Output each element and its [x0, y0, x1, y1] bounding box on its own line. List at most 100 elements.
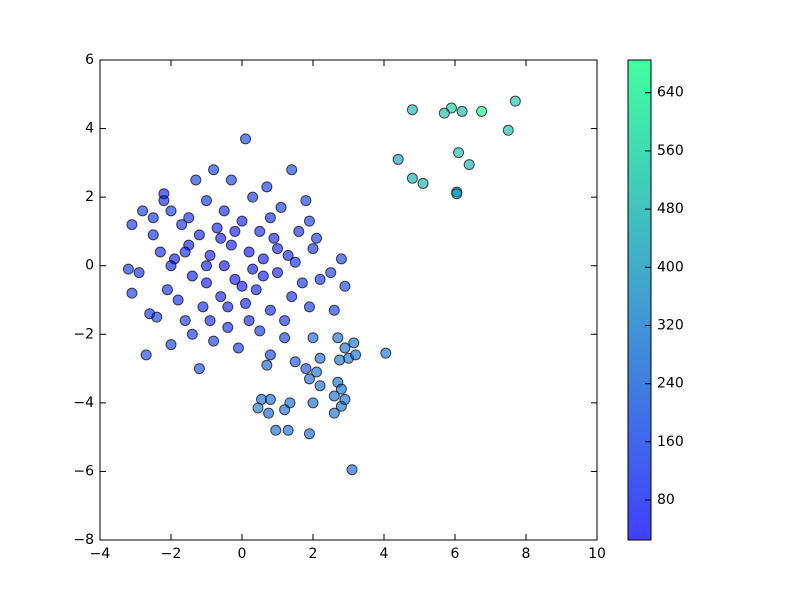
point [311, 366, 323, 378]
x-tick-label: 2 [309, 546, 318, 562]
point [282, 424, 294, 436]
point [172, 294, 184, 306]
points [122, 95, 521, 476]
point [204, 315, 216, 327]
point [215, 232, 227, 244]
y-tick-label: −4 [73, 395, 94, 411]
point [328, 304, 340, 316]
point [179, 246, 191, 258]
point [264, 304, 276, 316]
point [158, 195, 170, 207]
point [289, 256, 301, 268]
point [339, 342, 351, 354]
point [229, 225, 241, 237]
point [140, 349, 152, 361]
point [406, 104, 418, 116]
point [314, 273, 326, 285]
point [263, 407, 275, 419]
point [328, 390, 340, 402]
point [257, 270, 269, 282]
point [270, 424, 282, 436]
point [406, 172, 418, 184]
point [264, 349, 276, 361]
point [225, 239, 237, 251]
point [264, 212, 276, 224]
point [264, 393, 276, 405]
point [193, 229, 205, 241]
point [201, 195, 212, 207]
point [307, 243, 319, 255]
point [261, 181, 273, 193]
colorbar-tick-label: 80 [657, 492, 675, 508]
point [218, 205, 230, 217]
point [334, 354, 346, 366]
point [268, 232, 280, 244]
x-tick-label: 8 [522, 546, 531, 562]
point [314, 380, 326, 392]
x-tick-label: 4 [380, 546, 389, 562]
point [243, 315, 255, 327]
point [186, 328, 198, 340]
point [165, 205, 177, 217]
colorbar-tick-label: 160 [657, 434, 684, 450]
colorbar-tick-label: 240 [657, 376, 684, 392]
point [250, 284, 262, 296]
x-tick-label: −2 [161, 546, 182, 562]
point [222, 301, 234, 313]
point [417, 177, 429, 189]
point [279, 332, 291, 344]
point [332, 332, 344, 344]
point [346, 464, 358, 476]
point [272, 267, 283, 279]
colorbar-tick-label: 320 [657, 317, 684, 333]
y-tick-label: −8 [73, 532, 94, 548]
point [463, 159, 475, 171]
point [147, 212, 159, 224]
point [339, 393, 351, 405]
point [201, 260, 212, 272]
point [509, 95, 521, 107]
point [456, 105, 468, 117]
point [236, 280, 248, 292]
point [303, 373, 315, 385]
point [339, 280, 351, 292]
point [201, 277, 212, 289]
point [451, 188, 463, 200]
y-tick-label: 2 [85, 189, 94, 205]
point [392, 153, 404, 165]
point [300, 363, 312, 375]
point [240, 133, 252, 145]
point [193, 363, 205, 375]
point [380, 347, 392, 359]
point [186, 270, 198, 282]
point [438, 107, 450, 119]
point [197, 301, 209, 313]
point [286, 164, 298, 176]
point [183, 212, 195, 224]
point [348, 337, 360, 349]
point [165, 260, 177, 272]
point [154, 246, 166, 258]
point [275, 201, 287, 213]
y-tick-label: −2 [73, 326, 94, 342]
point [453, 147, 465, 159]
point [229, 273, 241, 285]
x-tick-label: −4 [90, 546, 111, 562]
point [225, 174, 237, 186]
colorbar-tick-label: 400 [657, 259, 684, 275]
colorbar-tick-label: 640 [657, 85, 684, 101]
point [286, 291, 298, 303]
colorbar-tick-label: 560 [657, 143, 684, 159]
point [215, 291, 227, 303]
point [190, 174, 202, 186]
point [293, 225, 305, 237]
point [279, 315, 291, 327]
point [328, 407, 340, 419]
point [161, 284, 173, 296]
y-tick-label: 6 [85, 52, 94, 68]
x-tick-label: 6 [451, 546, 460, 562]
point [350, 349, 362, 361]
point [232, 342, 244, 354]
point [176, 219, 188, 231]
